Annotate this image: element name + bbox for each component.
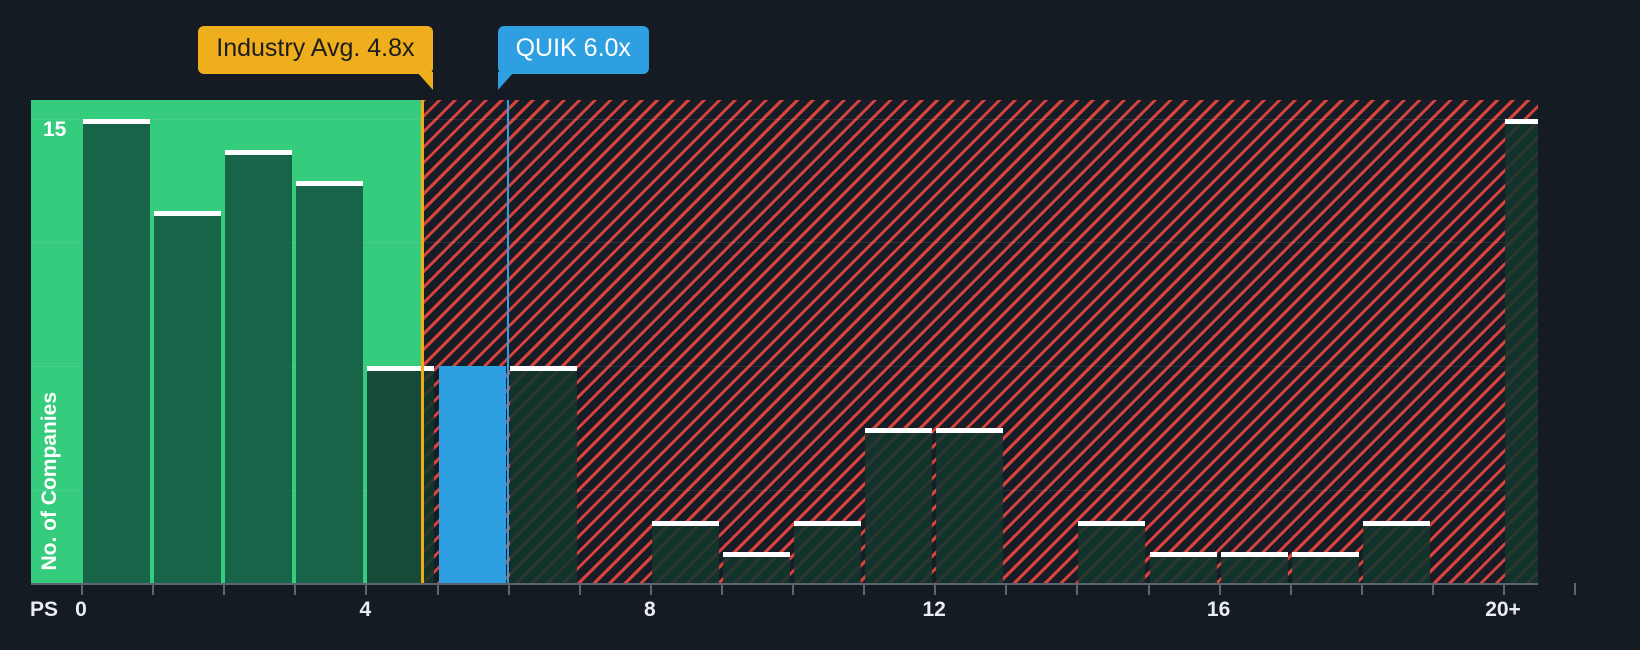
x-axis-tick-label: 20+: [1485, 598, 1521, 621]
bar[interactable]: [794, 521, 862, 583]
bar-cap: [367, 366, 435, 372]
x-axis-tick-label: 12: [922, 598, 946, 621]
industry-average-callout-label: Industry Avg. 4.8x: [216, 34, 415, 62]
bar-cap: [722, 552, 790, 558]
x-axis-tick: [1005, 583, 1008, 595]
bar-cap: [1078, 521, 1146, 527]
y-axis-title: No. of Companies: [38, 392, 61, 571]
x-axis-tick: [1503, 583, 1505, 595]
bar-selected[interactable]: [438, 366, 506, 583]
bar-cap: [296, 180, 364, 186]
bar[interactable]: [225, 149, 293, 583]
x-axis-tick: [1076, 583, 1079, 595]
x-axis-tick: [1360, 583, 1363, 595]
company-value-line: [506, 100, 509, 583]
x-axis-tick: [649, 583, 652, 595]
x-axis-tick-label: 16: [1206, 598, 1231, 621]
bar-cap: [651, 521, 719, 527]
x-axis-tick: [792, 583, 794, 595]
bar-cap: [794, 521, 862, 527]
bar-cap: [1220, 552, 1288, 558]
y-axis-top-tick-label: 15: [43, 118, 67, 141]
bar-cap: [154, 211, 222, 217]
x-axis-tick: [152, 583, 155, 595]
bar[interactable]: [509, 366, 577, 583]
bar-cap: [83, 118, 151, 124]
x-axis-tick: [578, 583, 581, 595]
bar-cap: [438, 366, 506, 372]
bar-cap: [1291, 552, 1359, 558]
x-axis-tick: [81, 583, 83, 595]
x-axis-tick: [507, 583, 510, 595]
x-axis: [31, 583, 1577, 595]
x-axis-tick: [436, 583, 439, 595]
bar-cap: [509, 366, 577, 372]
x-axis-tick-label: 4: [359, 598, 372, 621]
x-axis-tick: [1147, 583, 1150, 595]
x-axis-tick: [1218, 583, 1221, 595]
bar[interactable]: [296, 180, 364, 583]
bar-cap: [1505, 118, 1538, 124]
bar[interactable]: [367, 366, 435, 583]
bar[interactable]: [1078, 521, 1146, 583]
bar[interactable]: [1291, 552, 1359, 583]
bar[interactable]: [936, 428, 1004, 583]
x-axis-prefix-label: PS: [30, 598, 59, 621]
bar[interactable]: [1505, 118, 1538, 583]
bar[interactable]: [865, 428, 933, 583]
callout-tail: [497, 71, 514, 90]
callout-tail: [416, 71, 433, 90]
x-axis-tick: [720, 583, 723, 595]
x-axis-tick: [1574, 583, 1577, 595]
plot-area: [31, 100, 1538, 583]
bar-cap: [865, 428, 933, 434]
bar[interactable]: [1220, 552, 1288, 583]
bar[interactable]: [722, 552, 790, 583]
x-axis-tick: [934, 583, 937, 595]
gridline: [31, 366, 1538, 368]
bar-cap: [1149, 552, 1217, 558]
x-axis-tick: [294, 583, 297, 595]
company-callout-label: QUIK 6.0x: [515, 34, 631, 62]
bar[interactable]: [1362, 521, 1430, 583]
industry-average-callout[interactable]: Industry Avg. 4.8x: [198, 26, 433, 90]
industry-average-line: [421, 100, 425, 583]
x-axis-tick: [863, 583, 866, 595]
bar[interactable]: [83, 118, 151, 583]
x-axis-tick-label: 8: [643, 598, 656, 621]
x-axis-tick: [365, 583, 368, 595]
x-axis-line: [31, 583, 1538, 585]
gridline: [31, 242, 1538, 244]
gridline: [31, 490, 1538, 492]
bar-cap: [936, 428, 1004, 434]
company-callout[interactable]: QUIK 6.0x: [497, 26, 649, 90]
x-axis-tick: [223, 583, 226, 595]
bar[interactable]: [1149, 552, 1217, 583]
x-axis-tick: [1289, 583, 1292, 595]
gridline: [31, 118, 1538, 120]
bar[interactable]: [154, 211, 222, 583]
bar-cap: [225, 149, 293, 155]
x-axis-tick-label: 0: [75, 598, 87, 621]
bar-cap: [1362, 521, 1430, 527]
bar[interactable]: [651, 521, 719, 583]
x-axis-tick: [1431, 583, 1434, 595]
overvalued-zone: [422, 100, 1538, 583]
